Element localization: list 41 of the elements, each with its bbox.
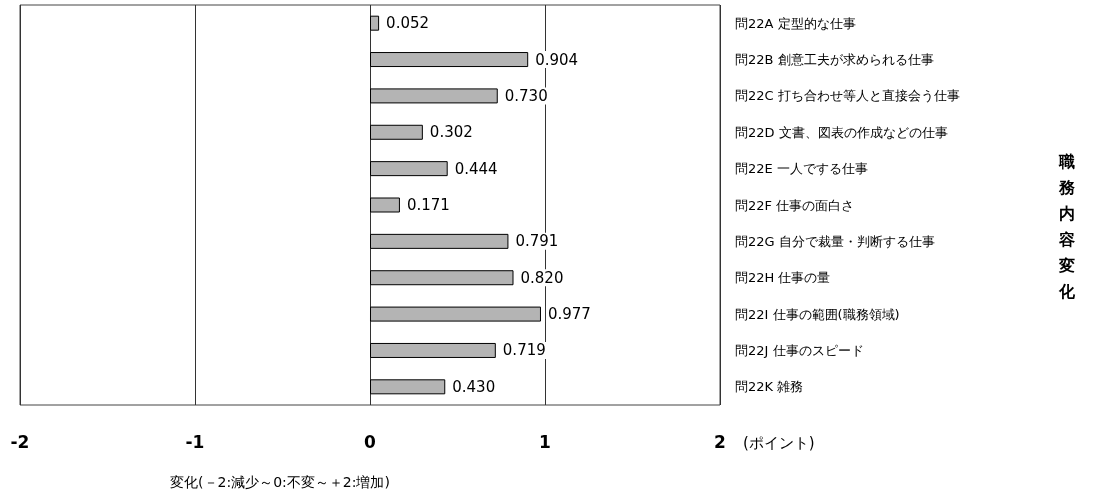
y-tick-label: 問22I 仕事の範囲(職務領域) xyxy=(735,306,900,322)
x-tick-label: -1 xyxy=(185,431,205,452)
y-tick-label: 問22C 打ち合わせ等人と直接会う仕事 xyxy=(735,88,960,104)
data-label: 0.171 xyxy=(406,196,450,214)
y-tick-label: 問22J 仕事のスピード xyxy=(735,342,864,358)
text: 職務内容変化 xyxy=(1058,151,1076,301)
data-label: 0.791 xyxy=(515,232,559,251)
text: (ポイント) xyxy=(743,434,815,452)
bar xyxy=(370,379,446,395)
data-label: 0.730 xyxy=(504,86,548,105)
y-tick-label: 問22E 一人でする仕事 xyxy=(735,161,868,177)
y-tick-label: 問22A 定型的な仕事 xyxy=(735,15,856,31)
data-label: 0.719 xyxy=(502,341,546,360)
data-label: 0.820 xyxy=(520,268,564,287)
y-tick-label: 問22G 自分で裁量・判断する仕事 xyxy=(735,233,935,249)
data-label: 0.977 xyxy=(547,305,591,324)
bar xyxy=(370,197,400,213)
bar xyxy=(370,233,509,249)
bar xyxy=(370,88,498,104)
x-tick-label: 2 xyxy=(714,431,726,452)
data-label: 0.052 xyxy=(386,14,430,33)
x-tick-label: -2 xyxy=(10,431,30,452)
bar xyxy=(370,270,514,286)
x-tick-label: 0 xyxy=(364,431,377,452)
bar xyxy=(370,161,448,177)
y-tick-label: 問22D 文書、図表の作成などの仕事 xyxy=(735,124,948,140)
bar xyxy=(370,306,541,322)
data-label: 0.302 xyxy=(429,123,473,142)
data-label: 0.904 xyxy=(535,50,579,69)
y-tick-label: 問22B 創意工夫が求められる仕事 xyxy=(735,52,934,68)
bar xyxy=(370,124,423,140)
bar xyxy=(370,15,380,31)
data-label: 0.430 xyxy=(452,377,496,396)
bar xyxy=(370,52,529,68)
y-tick-label: 問22K 雑務 xyxy=(735,379,804,395)
x-axis-title: 変化(－2:減少～0:不変～＋2:増加) xyxy=(170,474,390,490)
bar xyxy=(370,342,496,358)
data-label: 0.444 xyxy=(454,159,498,178)
y-tick-label: 問22H 仕事の量 xyxy=(735,270,831,286)
y-tick-label: 問22F 仕事の面白さ xyxy=(735,197,855,213)
x-tick-label: 1 xyxy=(539,431,551,452)
